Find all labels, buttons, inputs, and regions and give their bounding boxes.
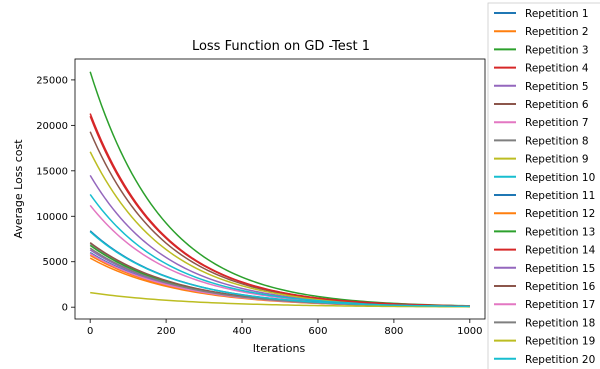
- axes: 0 200 400 600 800 100005000100001500020000250…: [36, 58, 486, 337]
- x-tick-label: 1000: [457, 326, 482, 337]
- legend-label: Repetition 2: [525, 26, 589, 38]
- legend-label: Repetition 18: [525, 317, 595, 329]
- y-axis-label: Average Loss cost: [12, 139, 25, 239]
- legend-box: [487, 2, 600, 369]
- legend-label: Repetition 19: [525, 336, 595, 348]
- legend-label: Repetition 11: [525, 190, 595, 202]
- legend-label: Repetition 3: [525, 44, 589, 56]
- chart-title: Loss Function on GD -Test 1: [192, 39, 370, 54]
- legend-label: Repetition 6: [525, 99, 589, 111]
- legend-label: Repetition 9: [525, 154, 589, 166]
- x-tick-label: 800: [384, 326, 403, 337]
- y-tick-label: 25000: [36, 75, 68, 86]
- legend-label: Repetition 17: [525, 299, 595, 311]
- legend-label: Repetition 10: [525, 172, 595, 184]
- series-line-3: [89, 71, 470, 307]
- legend-label: Repetition 1: [525, 8, 589, 20]
- x-tick-label: 0: [87, 326, 93, 337]
- legend-label: Repetition 20: [525, 354, 595, 366]
- y-tick-label: 20000: [36, 121, 68, 132]
- legend: Repetition 1 Repetition 2 Repetition 3 Repe…: [487, 2, 600, 369]
- legend-label: Repetition 12: [525, 208, 595, 220]
- legend-label: Repetition 16: [525, 281, 596, 293]
- legend-label: Repetition 14: [525, 245, 596, 257]
- series-line-5: [89, 174, 470, 307]
- legend-label: Repetition 13: [525, 226, 595, 238]
- x-tick-label: 600: [308, 326, 327, 337]
- plot-lines: [89, 71, 470, 308]
- legend-label: Repetition 5: [525, 81, 589, 93]
- legend-label: Repetition 4: [525, 63, 589, 75]
- x-tick-label: 200: [157, 326, 176, 337]
- x-tick-label: 400: [232, 326, 251, 337]
- legend-label: Repetition 8: [525, 135, 589, 147]
- legend-label: Repetition 7: [525, 117, 589, 129]
- plot-frame: [74, 58, 486, 320]
- y-tick-label: 0: [62, 303, 68, 314]
- series-line-9: [89, 151, 470, 307]
- series-line-7: [89, 204, 470, 308]
- series-line-20: [89, 231, 470, 308]
- series-line-19: [90, 291, 470, 308]
- y-tick-label: 15000: [36, 166, 68, 177]
- series-line-14: [89, 115, 470, 307]
- y-tick-label: 5000: [43, 257, 68, 268]
- x-axis-label: Iterations: [253, 342, 306, 355]
- y-tick-label: 10000: [36, 212, 68, 223]
- legend-label: Repetition 15: [525, 263, 595, 275]
